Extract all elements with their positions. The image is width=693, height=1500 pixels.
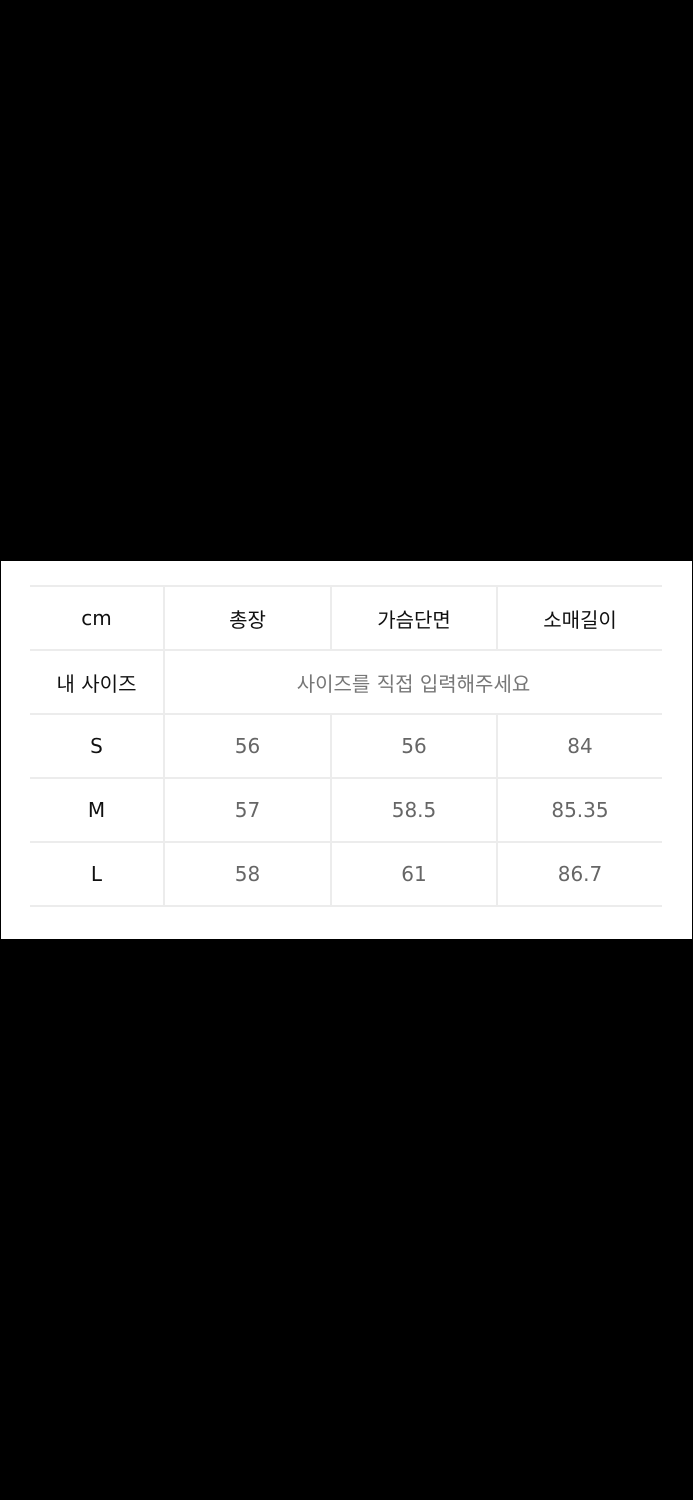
table-cell: 56 bbox=[330, 713, 497, 779]
table-cell: 86.7 bbox=[496, 841, 662, 907]
table-cell: 85.35 bbox=[496, 777, 662, 843]
table-cell: 84 bbox=[496, 713, 662, 779]
size-table: cm 총장 가슴단면 소매길이 내 사이즈 사이즈를 직접 입력해주세요 S 5… bbox=[30, 585, 662, 907]
table-row: L 58 61 86.7 bbox=[30, 841, 662, 907]
my-size-row: 내 사이즈 사이즈를 직접 입력해주세요 bbox=[30, 649, 662, 715]
table-row: M 57 58.5 85.35 bbox=[30, 777, 662, 843]
table-cell: 61 bbox=[330, 841, 497, 907]
my-size-label: 내 사이즈 bbox=[30, 649, 164, 715]
table-cell: 57 bbox=[163, 777, 331, 843]
total-length-header: 총장 bbox=[163, 585, 331, 651]
table-cell: 56 bbox=[163, 713, 331, 779]
table-row: S 56 56 84 bbox=[30, 713, 662, 779]
table-cell: 58 bbox=[163, 841, 331, 907]
size-chart-panel: cm 총장 가슴단면 소매길이 내 사이즈 사이즈를 직접 입력해주세요 S 5… bbox=[1, 561, 692, 939]
unit-header: cm bbox=[30, 585, 164, 651]
chest-width-header: 가슴단면 bbox=[330, 585, 497, 651]
size-label: S bbox=[30, 713, 164, 779]
header-row: cm 총장 가슴단면 소매길이 bbox=[30, 585, 662, 651]
table-cell: 58.5 bbox=[330, 777, 497, 843]
sleeve-length-header: 소매길이 bbox=[496, 585, 662, 651]
size-label: M bbox=[30, 777, 164, 843]
size-label: L bbox=[30, 841, 164, 907]
my-size-input[interactable]: 사이즈를 직접 입력해주세요 bbox=[163, 649, 662, 715]
